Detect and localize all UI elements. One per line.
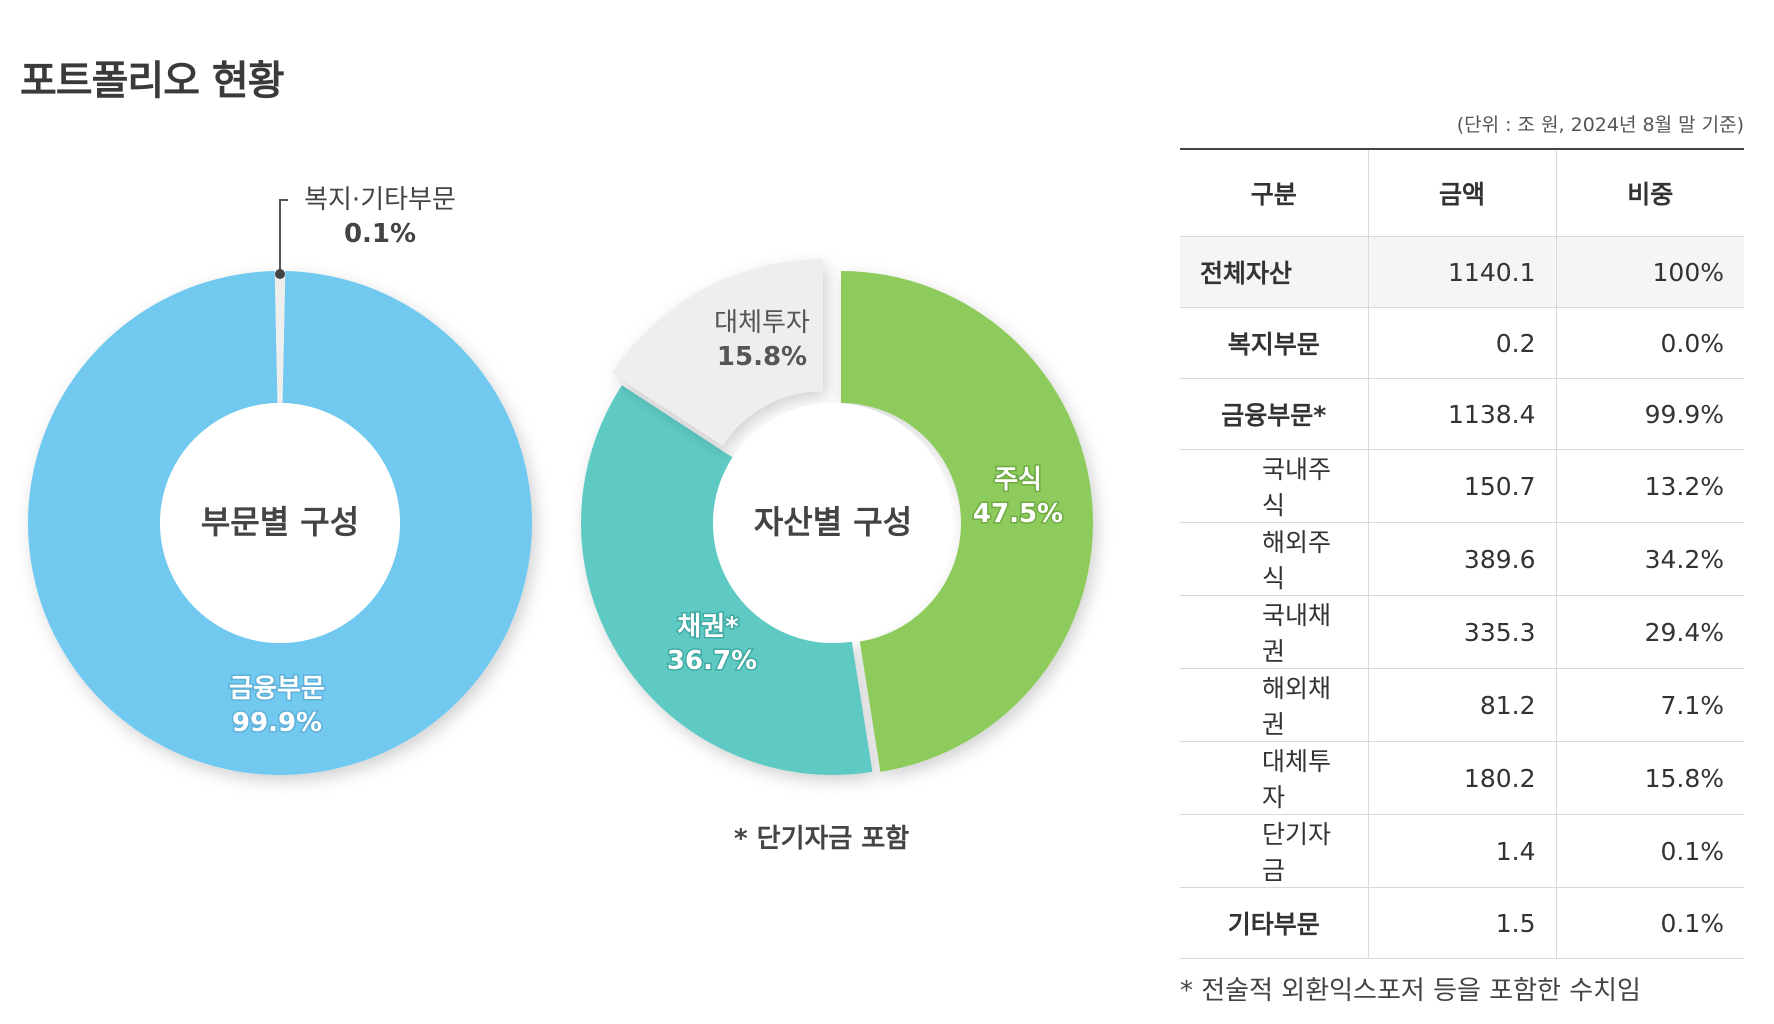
row-amount: 1138.4: [1367, 378, 1556, 450]
slice-welfare-other-sector: [274, 271, 286, 404]
header-category: 구분: [1180, 149, 1368, 237]
center-label: 자산별 구성: [754, 503, 912, 541]
table-footnote: * 전술적 외환익스포저 등을 포함한 수치임: [1180, 976, 1641, 1006]
row-category: 전체자산: [1180, 236, 1368, 308]
welfare-other-label: 복지·기타부문: [304, 185, 456, 215]
table-row: 해외채권 81.2 7.1%: [1180, 668, 1744, 742]
row-category: 금융부문*: [1180, 378, 1368, 450]
portfolio-table: 구분 금액 비중 전체자산 1140.1 100% 복지부문 0.2 0.0% 금융부문* 1…: [1180, 148, 1744, 959]
table-row: 전체자산 1140.1 100%: [1180, 236, 1744, 308]
row-share: 0.1%: [1555, 814, 1744, 888]
table-row: 복지부문 0.2 0.0%: [1180, 307, 1744, 379]
slice-stocks: [841, 271, 1094, 772]
donut-hole: [160, 403, 400, 643]
row-share: 7.1%: [1555, 668, 1744, 742]
slice-financial-sector: [27, 271, 532, 776]
row-amount: 1.5: [1367, 887, 1556, 959]
portfolio-table-wrap: 구분 금액 비중 전체자산 1140.1 100% 복지부문 0.2 0.0% 금융부문* 1…: [1180, 148, 1744, 959]
stocks-label: 주식: [994, 465, 1042, 495]
table-row: 국내주식 150.7 13.2%: [1180, 449, 1744, 523]
row-share: 0.1%: [1555, 887, 1744, 959]
row-share: 13.2%: [1555, 449, 1744, 523]
row-share: 99.9%: [1555, 378, 1744, 450]
leader-dot: [275, 269, 285, 279]
table-row: 해외주식 389.6 34.2%: [1180, 522, 1744, 596]
unit-note: (단위 : 조 원, 2024년 8월 말 기준): [1456, 114, 1744, 136]
table-row: 기타부문 1.5 0.1%: [1180, 887, 1744, 959]
row-amount: 1.4: [1367, 814, 1556, 888]
row-category: 국내채권: [1180, 595, 1368, 669]
row-share: 29.4%: [1555, 595, 1744, 669]
welfare-other-value: 0.1%: [344, 219, 416, 249]
center-label: 부문별 구성: [201, 503, 359, 541]
row-category: 단기자금: [1180, 814, 1368, 888]
row-amount: 150.7: [1367, 449, 1556, 523]
row-category: 대체투자: [1180, 741, 1368, 815]
alternatives-label: 대체투자: [714, 308, 810, 338]
stocks-value: 47.5%: [973, 499, 1063, 529]
row-share: 34.2%: [1555, 522, 1744, 596]
header-amount: 금액: [1367, 149, 1556, 237]
row-category: 국내주식: [1180, 449, 1368, 523]
table-row: 금융부문* 1138.4 99.9%: [1180, 378, 1744, 450]
row-amount: 0.2: [1367, 307, 1556, 379]
row-amount: 389.6: [1367, 522, 1556, 596]
asset-composition-chart: 자산별 구성 주식 47.5% 채권* 36.7% 대체투자 15.8%: [581, 259, 1094, 775]
row-category: 해외채권: [1180, 668, 1368, 742]
row-amount: 335.3: [1367, 595, 1556, 669]
financial-label: 금융부문: [229, 674, 325, 704]
row-share: 100%: [1555, 236, 1744, 308]
financial-value: 99.9%: [232, 708, 322, 738]
slice-alternatives: [611, 259, 823, 446]
sector-composition-chart: 부문별 구성 복지·기타부문 0.1% 금융부문 99.9%: [27, 185, 532, 776]
row-share: 0.0%: [1555, 307, 1744, 379]
table-row: 국내채권 335.3 29.4%: [1180, 595, 1744, 669]
bonds-label: 채권*: [677, 612, 739, 642]
row-category: 해외주식: [1180, 522, 1368, 596]
table-row: 대체투자 180.2 15.8%: [1180, 741, 1744, 815]
row-share: 15.8%: [1555, 741, 1744, 815]
leader-line: [279, 199, 288, 271]
table-header-row: 구분 금액 비중: [1180, 149, 1744, 237]
alternatives-value: 15.8%: [717, 342, 807, 372]
row-amount: 1140.1: [1367, 236, 1556, 308]
slice-bonds: [581, 385, 873, 775]
row-category: 복지부문: [1180, 307, 1368, 379]
header-share: 비중: [1555, 149, 1744, 237]
short-term-funds-note: * 단기자금 포함: [734, 824, 910, 854]
bonds-value: 36.7%: [667, 646, 757, 676]
donut-hole: [713, 403, 953, 643]
row-amount: 180.2: [1367, 741, 1556, 815]
row-amount: 81.2: [1367, 668, 1556, 742]
row-category: 기타부문: [1180, 887, 1368, 959]
table-row: 단기자금 1.4 0.1%: [1180, 814, 1744, 888]
page-title: 포트폴리오 현황: [20, 58, 285, 104]
